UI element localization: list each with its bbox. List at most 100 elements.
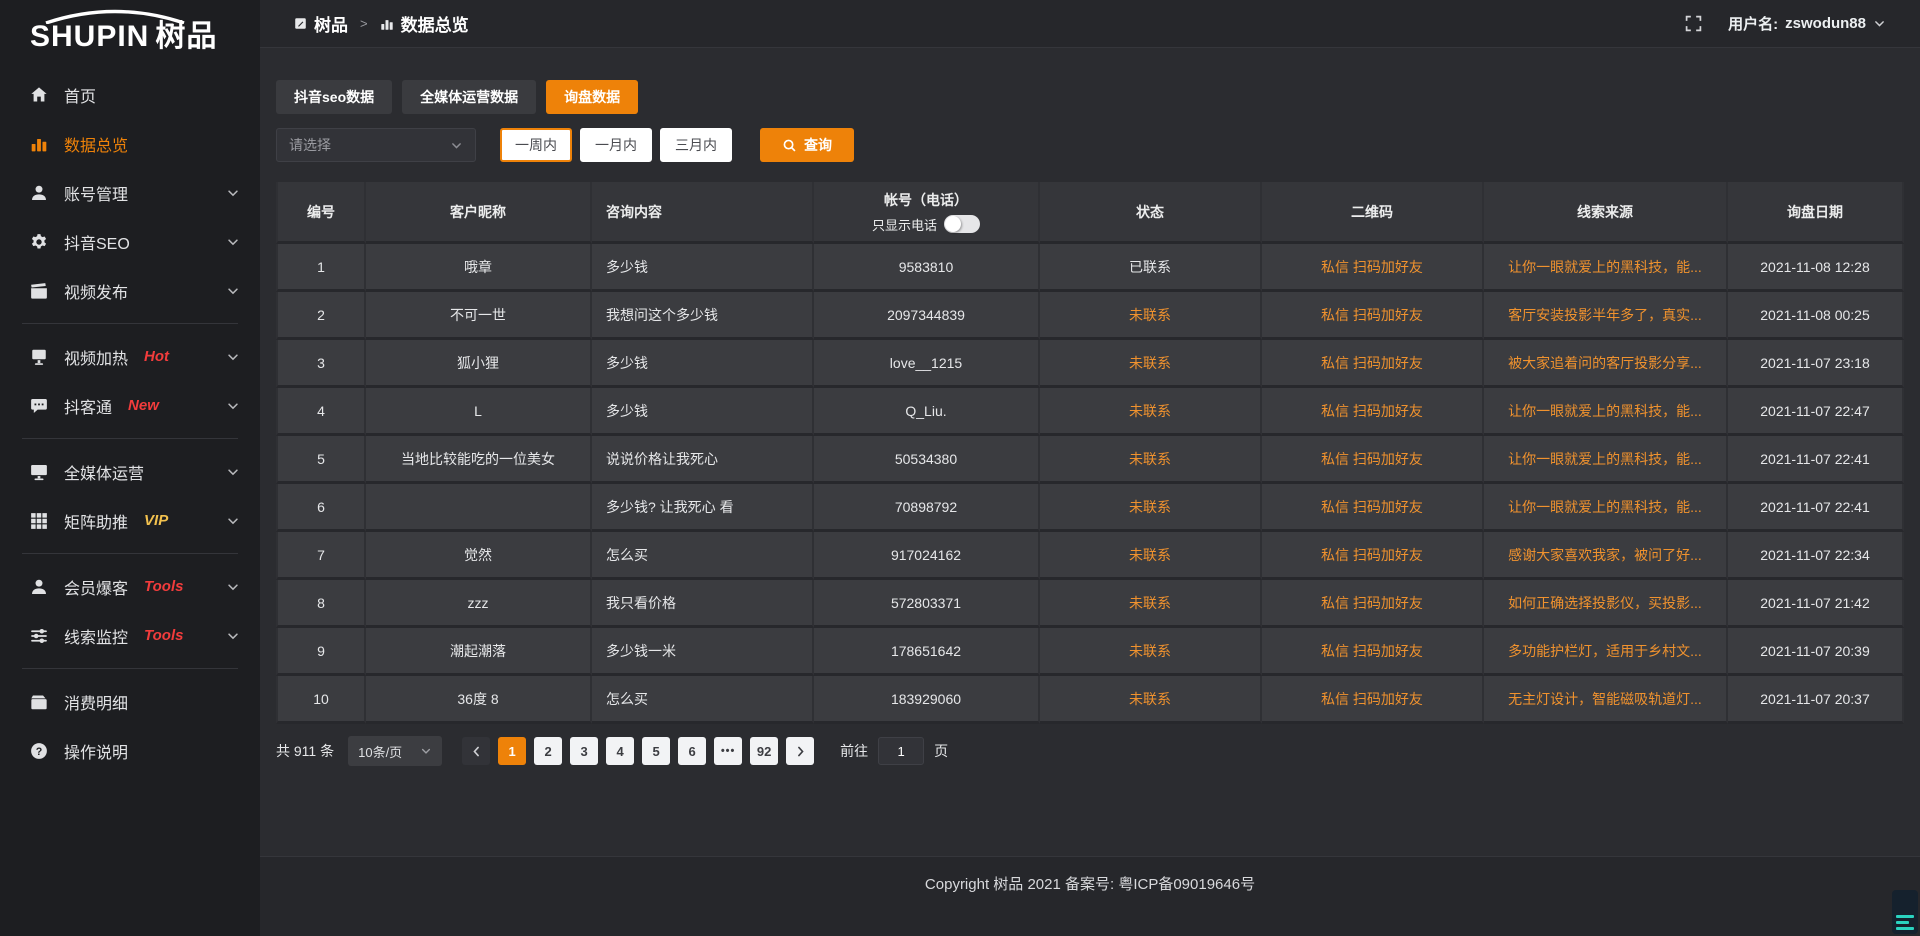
cell-qrcode[interactable]: 私信 扫码加好友 [1262,244,1484,292]
cell-source[interactable]: 如何正确选择投影仪，买投影... [1484,580,1728,628]
prev-page-button[interactable] [462,737,491,765]
search-button-label: 查询 [804,137,832,153]
page-button-6[interactable]: 6 [678,737,707,765]
cell-source[interactable]: 让你一眼就爱上的黑科技，能... [1484,244,1728,292]
cell-qrcode[interactable]: 私信 扫码加好友 [1262,388,1484,436]
page-button-5[interactable]: 5 [642,737,671,765]
sidebar-divider [22,323,238,324]
sidebar-item-data-overview[interactable]: 数据总览 [0,119,260,168]
sidebar-item-label: 矩阵助推 [64,514,129,532]
cell-qrcode[interactable]: 私信 扫码加好友 [1262,628,1484,676]
sidebar-item-account-manage[interactable]: 账号管理 [0,168,260,217]
tab-inquiry-data[interactable]: 询盘数据 [546,80,639,114]
sidebar-item-matrix-boost[interactable]: 矩阵助推 VIP [0,496,260,545]
cell-date: 2021-11-07 22:47 [1728,388,1904,436]
cell-nickname [366,484,592,532]
total-count: 共 911 条 [276,743,335,759]
table-row: 7 觉然 怎么买 917024162 未联系 私信 扫码加好友 感谢大家喜欢我家，被问了好.… [276,532,1904,580]
sidebar-item-label: 操作说明 [64,744,129,762]
col-header-2: 咨询内容 [592,182,814,244]
cell-no: 1 [276,244,366,292]
range-button-1[interactable]: 一月内 [580,128,652,162]
cell-nickname: 当地比较能吃的一位美女 [366,436,592,484]
col-header-3: 帐号（电话） 只显示电话 [814,182,1040,244]
sidebar-item-consume-detail[interactable]: 消费明细 [0,677,260,726]
sidebar-item-label: 抖音SEO [64,235,130,253]
sidebar-item-video-publish[interactable]: 视频发布 [0,266,260,315]
gear-icon [30,233,48,251]
cell-content: 我只看价格 [592,580,814,628]
phone-only-toggle[interactable] [944,215,980,233]
phone-toggle-label: 只显示电话 [871,217,937,233]
svg-text:?: ? [36,745,43,757]
page-button-3[interactable]: 3 [570,737,599,765]
page-button-1[interactable]: 1 [498,737,527,765]
cell-date: 2021-11-07 22:34 [1728,532,1904,580]
cell-content: 多少钱 [592,388,814,436]
cell-account: 70898792 [814,484,1040,532]
username: zswodun88 [1785,15,1866,32]
sidebar-item-douketong[interactable]: 抖客通 New [0,381,260,430]
page-button-92[interactable]: 92 [750,737,779,765]
cell-account: 178651642 [814,628,1040,676]
cell-source[interactable]: 被大家追着问的客厅投影分享... [1484,340,1728,388]
tab-douyin-seo-data[interactable]: 抖音seo数据 [276,80,393,114]
sidebar-item-home[interactable]: 首页 [0,70,260,119]
cell-content: 怎么买 [592,676,814,724]
cell-source[interactable]: 让你一眼就爱上的黑科技，能... [1484,484,1728,532]
data-tabs: 抖音seo数据 全媒体运营数据 询盘数据 [276,80,1904,114]
page-size-value: 10条/页 [358,744,403,760]
sidebar-item-help[interactable]: ? 操作说明 [0,726,260,775]
cell-source[interactable]: 让你一眼就爱上的黑科技，能... [1484,388,1728,436]
sidebar-item-lead-monitor[interactable]: 线索监控 Tools [0,611,260,660]
cell-source[interactable]: 感谢大家喜欢我家，被问了好... [1484,532,1728,580]
fullscreen-icon[interactable] [1685,15,1702,32]
cell-qrcode[interactable]: 私信 扫码加好友 [1262,580,1484,628]
chevron-down-icon [1873,17,1886,30]
search-button[interactable]: 查询 [760,128,854,162]
page-button-4[interactable]: 4 [606,737,635,765]
sidebar-item-badge: Tools [144,578,184,595]
cell-qrcode[interactable]: 私信 扫码加好友 [1262,292,1484,340]
tab-media-ops-data[interactable]: 全媒体运营数据 [402,80,537,114]
sidebar-item-douyin-seo[interactable]: 抖音SEO [0,217,260,266]
cell-qrcode[interactable]: 私信 扫码加好友 [1262,340,1484,388]
sidebar-item-member-baoke[interactable]: 会员爆客 Tools [0,562,260,611]
chevron-down-icon [226,284,240,298]
sidebar-menu: 首页 数据总览 账号管理 抖音SEO 视频发布 视频加热 Hot 抖客通 New 全媒体运营 矩阵助… [0,70,260,775]
sidebar-item-label: 消费明细 [64,695,129,713]
range-button-2[interactable]: 三月内 [660,128,732,162]
grid-icon [30,512,48,530]
sidebar-item-media-ops[interactable]: 全媒体运营 [0,447,260,496]
chart-icon [30,135,48,153]
video-icon [30,282,48,300]
cell-source[interactable]: 多功能护栏灯，适用于乡村文... [1484,628,1728,676]
cell-source[interactable]: 客厅安装投影半年多了，真实... [1484,292,1728,340]
next-page-button[interactable] [786,737,815,765]
breadcrumb-root[interactable]: 树品 [314,16,348,35]
cell-account: Q_Liu. [814,388,1040,436]
more-pages-button[interactable]: ••• [714,737,743,765]
sidebar-item-label: 线索监控 [64,629,129,647]
cell-status: 未联系 [1040,388,1262,436]
sidebar-item-label: 抖客通 [64,399,113,417]
page-button-2[interactable]: 2 [534,737,563,765]
sidebar-item-video-heat[interactable]: 视频加热 Hot [0,332,260,381]
question-icon: ? [30,742,48,760]
sidebar-item-label: 数据总览 [64,137,129,155]
cell-source[interactable]: 无主灯设计，智能磁吸轨道灯... [1484,676,1728,724]
floating-widget[interactable] [1892,890,1918,934]
chevron-down-icon [450,139,463,152]
account-select[interactable]: 请选择 [276,128,476,162]
cell-qrcode[interactable]: 私信 扫码加好友 [1262,676,1484,724]
user-menu[interactable]: 用户名: zswodun88 [1728,13,1886,34]
page-size-select[interactable]: 10条/页 [348,736,443,766]
cell-content: 说说价格让我死心 [592,436,814,484]
cell-qrcode[interactable]: 私信 扫码加好友 [1262,532,1484,580]
cell-qrcode[interactable]: 私信 扫码加好友 [1262,436,1484,484]
cell-qrcode[interactable]: 私信 扫码加好友 [1262,484,1484,532]
goto-page-input[interactable] [878,737,925,765]
cell-source[interactable]: 让你一眼就爱上的黑科技，能... [1484,436,1728,484]
header-right: 用户名: zswodun88 [1685,13,1886,34]
range-button-0[interactable]: 一周内 [500,128,572,162]
